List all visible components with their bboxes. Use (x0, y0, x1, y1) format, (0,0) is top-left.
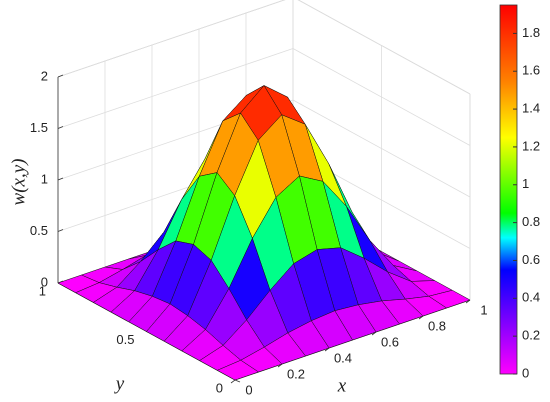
y-axis-label: y (114, 373, 125, 394)
z-tick-label: 2 (41, 68, 48, 83)
box-edge (57, 0, 286, 78)
grid-line (57, 0, 286, 78)
x-tick (418, 315, 424, 320)
y-tick-label: 1 (39, 283, 46, 298)
colorbar-tick-label: 0.8 (522, 214, 540, 229)
z-tick-label: 0 (41, 274, 48, 289)
y-tick-label: 0.5 (116, 332, 134, 347)
colorbar-tick-label: 1.6 (522, 63, 540, 78)
grid-line (57, 48, 294, 129)
x-tick (371, 331, 377, 336)
colorbar-tick-label: 1.2 (522, 138, 540, 153)
surface-cell (216, 359, 260, 381)
x-axis-label: x (337, 375, 347, 396)
x-tick-label: 0.4 (334, 350, 352, 365)
z-tick-label: 0.5 (30, 223, 48, 238)
colorbar-tick-label: 1.8 (522, 25, 540, 40)
colorbar-tick-label: 0.2 (522, 328, 540, 343)
x-tick-label: 1 (480, 302, 487, 317)
y-tick (234, 379, 241, 383)
z-tick (57, 177, 64, 181)
z-axis-label: w(x,y) (8, 159, 29, 206)
z-tick (57, 74, 64, 78)
colorbar-tick-label: 0 (522, 365, 529, 380)
x-tick (324, 347, 330, 352)
colorbar-tick-label: 1 (522, 176, 529, 191)
x-tick (230, 379, 236, 384)
x-tick (277, 363, 283, 368)
z-tick (57, 229, 64, 232)
x-tick-label: 0 (245, 382, 252, 397)
x-tick (465, 299, 471, 304)
z-tick-label: 1 (41, 171, 48, 186)
x-tick-label: 0.8 (428, 318, 446, 333)
colorbar-tick-label: 0.6 (522, 252, 540, 267)
z-tick (57, 126, 64, 129)
colorbar (499, 4, 518, 375)
z-tick-label: 1.5 (30, 120, 48, 135)
x-tick-label: 0.2 (287, 366, 305, 381)
x-tick-label: 0.6 (381, 334, 399, 349)
colorbar-tick-label: 1.4 (522, 101, 540, 116)
y-tick-label: 0 (216, 380, 223, 395)
colorbar-tick-label: 0.4 (522, 290, 540, 305)
